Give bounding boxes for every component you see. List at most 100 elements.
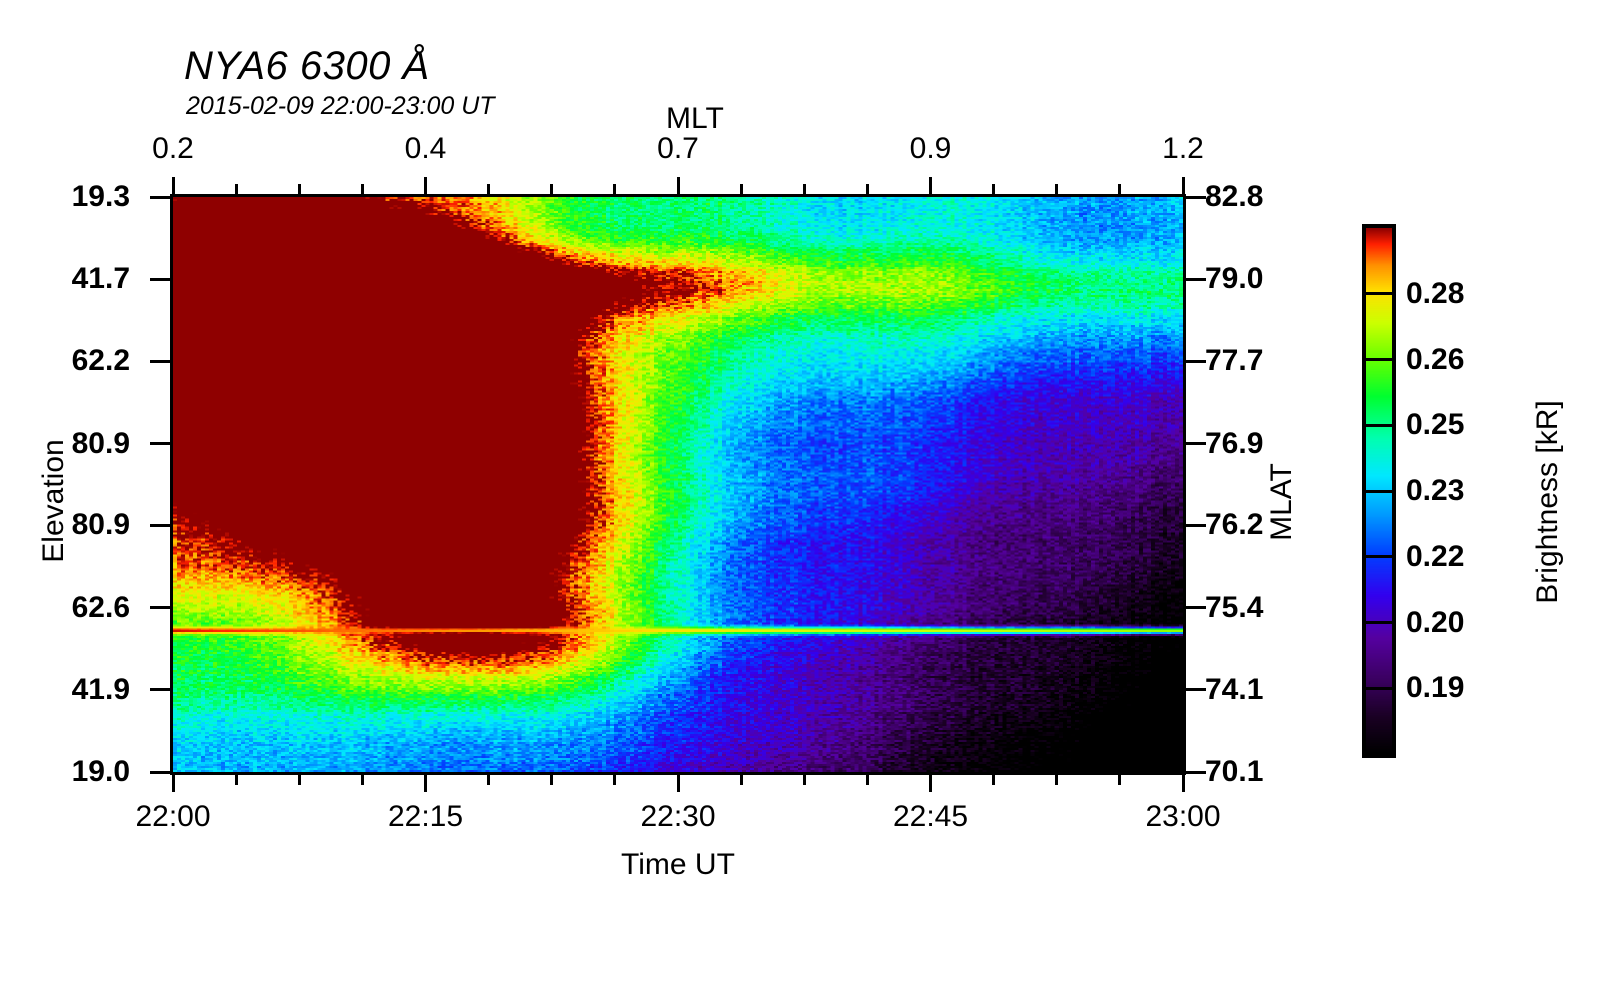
right-axis-title: MLAT bbox=[1265, 463, 1298, 541]
time-minor-tick bbox=[550, 775, 554, 785]
colorbar-tick-label: 0.23 bbox=[1406, 474, 1465, 507]
mlat-tick bbox=[1186, 606, 1206, 610]
elevation-tick-label: 19.0 bbox=[71, 755, 130, 788]
mlt-major-tick bbox=[171, 177, 175, 194]
colorbar-tick-label: 0.26 bbox=[1406, 342, 1465, 376]
page-title: NYA6 6300 Å bbox=[184, 44, 430, 88]
colorbar-tick-label: 0.22 bbox=[1406, 539, 1465, 573]
page-subtitle: 2015-02-09 22:00-23:00 UT bbox=[186, 92, 495, 120]
left-axis-title: Elevation bbox=[37, 439, 70, 563]
elevation-tick bbox=[150, 277, 170, 281]
time-tick-label: 22:45 bbox=[892, 800, 969, 833]
colorbar-divider bbox=[1366, 358, 1392, 361]
mlat-tick-label: 70.1 bbox=[1205, 755, 1264, 788]
mlat-tick-label: 77.7 bbox=[1205, 344, 1264, 378]
time-tick-label: 23:00 bbox=[1145, 800, 1221, 833]
mlt-minor-tick bbox=[1118, 184, 1122, 194]
mlat-tick-label: 79.0 bbox=[1205, 262, 1264, 296]
mlat-tick-label: 82.8 bbox=[1205, 180, 1264, 213]
time-tick-label: 22:30 bbox=[640, 800, 716, 833]
mlat-tick bbox=[1186, 770, 1206, 774]
time-minor-tick bbox=[613, 775, 617, 785]
time-major-tick bbox=[424, 775, 427, 792]
mlt-minor-tick bbox=[550, 184, 554, 194]
mlt-major-tick bbox=[424, 177, 427, 194]
mlt-minor-tick bbox=[992, 184, 996, 194]
elevation-tick-label: 41.9 bbox=[71, 672, 130, 706]
mlt-minor-tick bbox=[360, 184, 364, 194]
colorbar-divider bbox=[1366, 555, 1392, 559]
elevation-tick bbox=[150, 606, 170, 610]
mlt-minor-tick bbox=[613, 184, 617, 194]
mlt-minor-tick bbox=[234, 184, 238, 194]
colorbar-divider bbox=[1366, 489, 1392, 493]
elevation-tick-label: 62.6 bbox=[71, 590, 130, 624]
mlat-tick-label: 74.1 bbox=[1205, 672, 1264, 706]
elevation-tick-label: 80.9 bbox=[71, 426, 130, 460]
elevation-tick bbox=[150, 442, 170, 446]
time-minor-tick bbox=[739, 775, 743, 785]
mlt-tick-label: 0.7 bbox=[657, 132, 699, 165]
top-axis-title: MLT bbox=[666, 102, 724, 135]
time-minor-tick bbox=[802, 775, 806, 785]
mlt-minor-tick bbox=[1055, 184, 1059, 194]
time-major-tick bbox=[929, 775, 932, 792]
elevation-tick-label: 19.3 bbox=[71, 180, 130, 213]
mlt-tick-label: 0.4 bbox=[404, 132, 447, 165]
mlt-tick-label: 1.2 bbox=[1162, 132, 1204, 165]
mlt-minor-tick bbox=[739, 184, 743, 194]
mlat-tick-label: 76.9 bbox=[1205, 426, 1264, 460]
time-major-tick bbox=[171, 775, 175, 792]
elevation-tick-label: 80.9 bbox=[71, 508, 130, 542]
colorbar-border bbox=[1362, 224, 1396, 758]
colorbar-divider bbox=[1366, 423, 1392, 427]
mlat-tick bbox=[1186, 359, 1206, 363]
colorbar bbox=[1362, 224, 1396, 758]
mlt-major-tick bbox=[1181, 177, 1185, 194]
mlt-major-tick bbox=[676, 177, 680, 194]
colorbar-tick-label: 0.20 bbox=[1406, 605, 1465, 639]
mlt-minor-tick bbox=[297, 184, 301, 194]
bottom-axis-title: Time UT bbox=[621, 848, 735, 881]
time-minor-tick bbox=[234, 775, 238, 785]
colorbar-tick-label: 0.25 bbox=[1406, 408, 1465, 442]
colorbar-divider bbox=[1366, 686, 1392, 690]
mlat-tick-label: 76.2 bbox=[1205, 508, 1264, 542]
elevation-tick bbox=[150, 523, 170, 527]
mlt-minor-tick bbox=[487, 184, 491, 194]
mlt-major-tick bbox=[929, 177, 932, 194]
mlat-tick bbox=[1186, 195, 1206, 199]
colorbar-tick-label: 0.19 bbox=[1406, 671, 1465, 705]
mlt-minor-tick bbox=[802, 184, 806, 194]
mlt-tick-label: 0.2 bbox=[152, 132, 194, 165]
time-tick-label: 22:15 bbox=[387, 800, 464, 833]
colorbar-tick-label: 0.28 bbox=[1406, 276, 1465, 310]
elevation-tick-label: 41.7 bbox=[71, 262, 130, 296]
mlat-tick bbox=[1186, 523, 1206, 527]
mlat-tick bbox=[1186, 442, 1206, 446]
time-major-tick bbox=[676, 775, 680, 792]
time-minor-tick bbox=[865, 775, 869, 785]
time-minor-tick bbox=[1118, 775, 1122, 785]
colorbar-divider bbox=[1366, 621, 1392, 624]
keogram-image bbox=[173, 197, 1183, 772]
time-minor-tick bbox=[297, 775, 301, 785]
time-major-tick bbox=[1181, 775, 1185, 792]
mlat-tick bbox=[1186, 277, 1206, 281]
time-minor-tick bbox=[360, 775, 364, 785]
time-minor-tick bbox=[487, 775, 491, 785]
elevation-tick bbox=[150, 195, 170, 199]
elevation-tick bbox=[150, 359, 170, 363]
elevation-tick-label: 62.2 bbox=[71, 344, 130, 378]
colorbar-title: Brightness [kR] bbox=[1531, 400, 1564, 604]
elevation-tick bbox=[150, 688, 170, 692]
mlat-tick bbox=[1186, 688, 1206, 692]
mlt-minor-tick bbox=[865, 184, 869, 194]
colorbar-divider bbox=[1366, 292, 1392, 296]
plot-area bbox=[170, 194, 1186, 775]
time-minor-tick bbox=[992, 775, 996, 785]
time-minor-tick bbox=[1055, 775, 1059, 785]
mlt-tick-label: 0.9 bbox=[909, 132, 952, 165]
time-tick-label: 22:00 bbox=[135, 800, 211, 833]
